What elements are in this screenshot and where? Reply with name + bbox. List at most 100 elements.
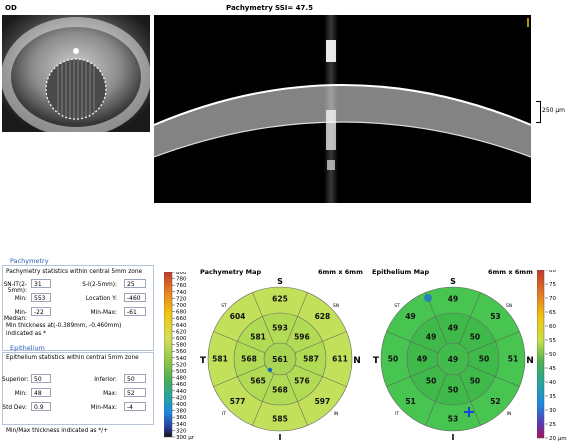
inner-sector-st-value: 581	[250, 333, 266, 342]
orientation-i-label: I	[279, 433, 282, 442]
inferior-label: Inferior:	[94, 377, 117, 383]
scale-tick-label: 60	[549, 324, 556, 330]
scale-tick-label: 80	[549, 270, 556, 274]
scale-tick-label: 640	[176, 323, 187, 329]
inner-sector-i-value: 568	[272, 386, 288, 395]
outer-sector-it-value: 51	[405, 397, 415, 406]
scale-tick-label: 55	[549, 338, 556, 344]
std-dev-label: Std Dev:	[2, 405, 27, 411]
max-thickness-marker	[464, 407, 474, 417]
eye-label: OD	[5, 4, 17, 12]
outer-sector-n-value: 51	[508, 355, 518, 364]
min-thickness-note: Min thickness at(-0.389mm, -0.460mm) ind…	[6, 323, 122, 337]
scale-tick-label: 560	[176, 349, 187, 355]
scale-tick-label: 580	[176, 343, 187, 349]
scale-tick-label: 380	[176, 409, 187, 415]
center-zone	[263, 342, 297, 376]
outer-sector-n-value: 611	[332, 355, 348, 364]
sector-divider	[213, 331, 266, 354]
outer-sector-i-value: 585	[272, 415, 288, 424]
scale-tick-label: 600	[176, 336, 187, 342]
inner-sector-t-value: 49	[417, 355, 427, 364]
orientation-s-label: S	[277, 277, 283, 286]
inner-sector-t-value: 568	[241, 355, 257, 364]
s-i-label: S-I(2-5mm):	[82, 282, 117, 288]
inner-sector-in-value: 50	[470, 376, 480, 385]
epi-min-max-label: Min-Max:	[90, 405, 117, 411]
sn-it-field: 31	[31, 279, 51, 288]
outer-sector-st-value: 49	[405, 312, 415, 321]
oct-bscan-image	[154, 15, 531, 203]
orientation-st-label: ST	[394, 303, 400, 309]
scale-tick-label: 680	[176, 310, 187, 316]
scale-tick-label: 320	[176, 428, 187, 434]
scale-tick-label: 25	[549, 422, 556, 428]
pachymetry-color-scale: 8007807607407207006806606406206005805605…	[164, 272, 194, 441]
min-median-field: -22	[31, 307, 51, 316]
sector-divider	[285, 292, 308, 345]
outer-sector-in-value: 52	[490, 397, 500, 406]
outer-sector-st-value: 604	[230, 312, 246, 321]
sector-divider	[458, 373, 481, 426]
scale-tick-label: 65	[549, 310, 556, 316]
pachymetry-map-size: 6mm x 6mm	[318, 268, 363, 276]
scale-tick-label: 420	[176, 395, 187, 401]
epi-max-label: Max:	[103, 391, 117, 397]
orientation-n-label: N	[353, 356, 361, 366]
min-thickness-marker	[267, 367, 273, 373]
sector-divider	[294, 331, 347, 354]
scale-tick-label: 440	[176, 389, 187, 395]
scale-tick-label: 460	[176, 382, 187, 388]
outer-sector-s-value: 49	[448, 295, 458, 304]
pachymetry-section-title: Pachymetry	[10, 257, 49, 265]
orientation-it-label: IT	[222, 411, 226, 417]
iris-image	[2, 15, 150, 132]
location-y-label: Location Y:	[85, 296, 117, 302]
scale-tick-label: 660	[176, 316, 187, 322]
scale-bar	[536, 101, 541, 123]
orientation-s-label: S	[450, 277, 456, 286]
scale-tick-label: 760	[176, 283, 187, 289]
center-value: 49	[448, 355, 458, 364]
outer-sector-sn-value: 628	[315, 312, 331, 321]
orientation-in-label: IN	[334, 411, 339, 417]
outer-sector-i-value: 53	[448, 415, 458, 424]
superior-field: 50	[31, 374, 51, 383]
min-label: Min:	[14, 296, 27, 302]
scale-tick-label: 50	[549, 352, 556, 358]
scale-tick-label: 780	[176, 277, 187, 283]
scale-tick-label: 620	[176, 329, 187, 335]
inner-sector-sn-value: 596	[294, 333, 310, 342]
scale-tick-label: 45	[549, 366, 556, 372]
outer-sector-t-value: 581	[212, 355, 228, 364]
sector-divider	[252, 292, 275, 345]
scale-tick-label: 480	[176, 376, 187, 382]
std-dev-field: 0.9	[31, 402, 51, 411]
orientation-t-label: T	[373, 356, 380, 366]
orientation-i-label: I	[452, 433, 455, 442]
sector-divider	[467, 331, 520, 354]
inferior-field: 50	[124, 374, 146, 383]
inner-sector-n-value: 50	[479, 355, 489, 364]
orientation-sn-label: SN	[506, 303, 512, 309]
pachymetry-map-title: Pachymetry Map	[200, 268, 262, 276]
epithelium-map-title: Epithelium Map	[372, 268, 430, 276]
epithelium-color-scale: 80 75 70 65 60 55 50 45 40 35 30 25 20 µm	[537, 270, 567, 442]
scale-tick-label: 720	[176, 296, 187, 302]
sector-divider	[467, 364, 520, 387]
superior-label: Superior:	[2, 377, 29, 383]
scale-tick-label: 500	[176, 369, 187, 375]
min-max-label: Min-Max:	[90, 310, 117, 316]
scale-tick-label: 20 µm	[549, 436, 567, 442]
outer-sector-s-value: 625	[272, 295, 288, 304]
scale-tick-label: 740	[176, 290, 187, 296]
inner-sector-it-value: 565	[250, 376, 266, 385]
min-max-indicator-note: Min/Max thickness indicated as */+	[6, 428, 109, 434]
min-thickness-marker	[424, 294, 432, 302]
orientation-it-label: IT	[395, 411, 399, 417]
scale-tick-label: 360	[176, 415, 187, 421]
scale-tick-label: 35	[549, 394, 556, 400]
inner-sector-sn-value: 50	[470, 333, 480, 342]
scale-tick-label: 75	[549, 282, 556, 288]
